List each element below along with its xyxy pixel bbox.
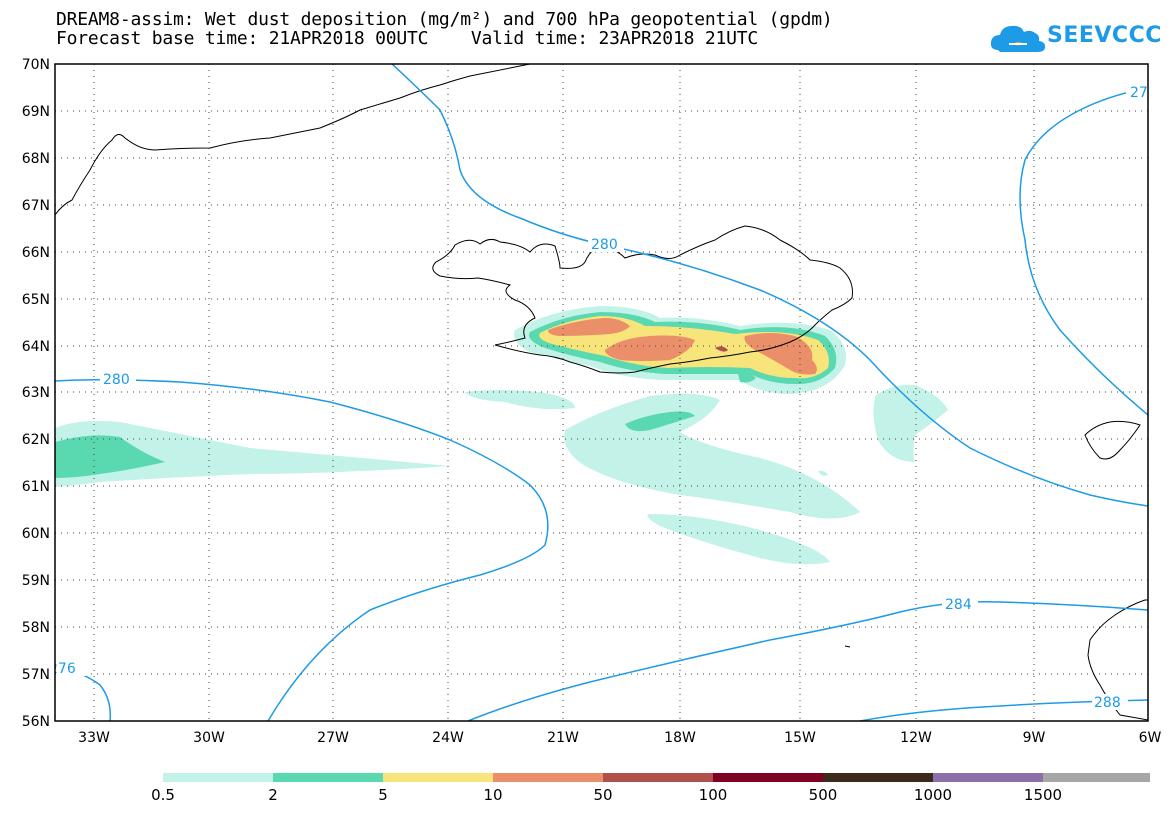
- longitude-labels: 33W 30W 27W 24W 21W 18W 15W 12W 9W 6W: [78, 730, 1161, 746]
- title-line-1: DREAM8-assim: Wet dust deposition (mg/m²…: [56, 9, 833, 30]
- contour-label-276: 276: [49, 661, 76, 677]
- svg-text:62N: 62N: [22, 432, 50, 448]
- svg-text:59N: 59N: [22, 573, 50, 589]
- svg-text:64N: 64N: [22, 339, 50, 355]
- svg-text:69N: 69N: [22, 104, 50, 120]
- dust-area-south-light-3: [465, 390, 575, 410]
- contour-label-280-north: 280: [591, 237, 618, 253]
- svg-text:65N: 65N: [22, 292, 50, 308]
- svg-text:57N: 57N: [22, 667, 50, 683]
- colorbar-label-8: 1000: [914, 786, 952, 804]
- cloud-logo-icon: [990, 25, 1046, 52]
- graticule: [55, 64, 1148, 721]
- svg-text:56N: 56N: [22, 714, 50, 730]
- colorbar-label-1: 0.5: [151, 786, 175, 804]
- contour-label-288: 288: [1094, 695, 1121, 711]
- colorbar-swatch-8: [933, 773, 1043, 782]
- svg-text:12W: 12W: [900, 730, 932, 746]
- colorbar-swatch-4: [493, 773, 603, 782]
- colorbar-swatch-5: [603, 773, 713, 782]
- svg-text:68N: 68N: [22, 151, 50, 167]
- svg-text:61N: 61N: [22, 479, 50, 495]
- seevccc-logo: SEEVCCC: [990, 20, 1165, 58]
- colorbar-label-3: 5: [378, 786, 388, 804]
- contour-labels: 280 280 284 288 276 27: [49, 84, 1148, 711]
- dust-area-south-medium: [625, 411, 695, 432]
- logo-text: SEEVCCC: [1047, 23, 1162, 48]
- svg-text:63N: 63N: [22, 385, 50, 401]
- dust-area-south-light-1: [564, 393, 860, 519]
- colorbar-label-6: 100: [699, 786, 728, 804]
- svg-text:33W: 33W: [78, 730, 110, 746]
- contour-label-284: 284: [945, 597, 972, 613]
- colorbar-label-2: 2: [268, 786, 278, 804]
- contour-280-north: [391, 64, 1148, 507]
- svg-text:67N: 67N: [22, 198, 50, 214]
- colorbar-swatch-2: [273, 773, 383, 782]
- geopotential-contours: [55, 64, 1148, 721]
- dust-area-south-light-2: [647, 514, 830, 565]
- svg-text:6W: 6W: [1139, 730, 1162, 746]
- contour-label-27: 27: [1130, 85, 1148, 101]
- contour-label-280-west: 280: [103, 372, 130, 388]
- svg-text:70N: 70N: [22, 57, 50, 73]
- dust-area-iceland-red: [715, 346, 728, 352]
- coast-greenland: [55, 64, 531, 216]
- coast-faroe: [1084, 420, 1141, 460]
- colorbar-label-5: 50: [593, 786, 612, 804]
- colorbar-swatch-3: [383, 773, 493, 782]
- colorbar-label-9: 1500: [1024, 786, 1062, 804]
- colorbar-swatch-9: [1043, 773, 1150, 782]
- colorbar: 0.5 2 5 10 50 100 500 1000 1500: [151, 773, 1150, 804]
- coast-rockall: [844, 645, 851, 648]
- map-frame: [54, 63, 1149, 722]
- dust-deposition-field: [55, 306, 948, 565]
- svg-text:21W: 21W: [547, 730, 579, 746]
- svg-text:58N: 58N: [22, 620, 50, 636]
- coast-scotland: [1087, 599, 1148, 721]
- colorbar-label-4: 10: [483, 786, 502, 804]
- latitude-labels: 70N 69N 68N 67N 66N 65N 64N 63N 62N 61N …: [22, 57, 50, 730]
- svg-text:18W: 18W: [664, 730, 696, 746]
- svg-text:60N: 60N: [22, 526, 50, 542]
- dust-area-west-medium: [55, 435, 165, 478]
- svg-text:30W: 30W: [193, 730, 225, 746]
- colorbar-swatch-7: [823, 773, 933, 782]
- contour-280-west: [55, 378, 549, 721]
- svg-text:9W: 9W: [1023, 730, 1046, 746]
- dust-area-iceland-orange: [548, 318, 817, 375]
- coastlines: [55, 64, 1148, 721]
- dust-area-west-light: [55, 420, 450, 487]
- contour-east-27: [1019, 87, 1148, 416]
- svg-text:24W: 24W: [432, 730, 464, 746]
- colorbar-swatch-6: [713, 773, 823, 782]
- colorbar-swatch-1: [163, 773, 273, 782]
- title-line-2: Forecast base time: 21APR2018 00UTC Vali…: [56, 28, 759, 49]
- coast-iceland: [432, 225, 853, 374]
- dust-area-east-small: [818, 470, 828, 476]
- svg-text:66N: 66N: [22, 245, 50, 261]
- contour-284: [467, 600, 1148, 721]
- svg-text:15W: 15W: [784, 730, 816, 746]
- svg-text:27W: 27W: [317, 730, 349, 746]
- colorbar-label-7: 500: [809, 786, 838, 804]
- dust-area-east-light: [873, 384, 948, 462]
- dust-area-islet: [738, 372, 756, 383]
